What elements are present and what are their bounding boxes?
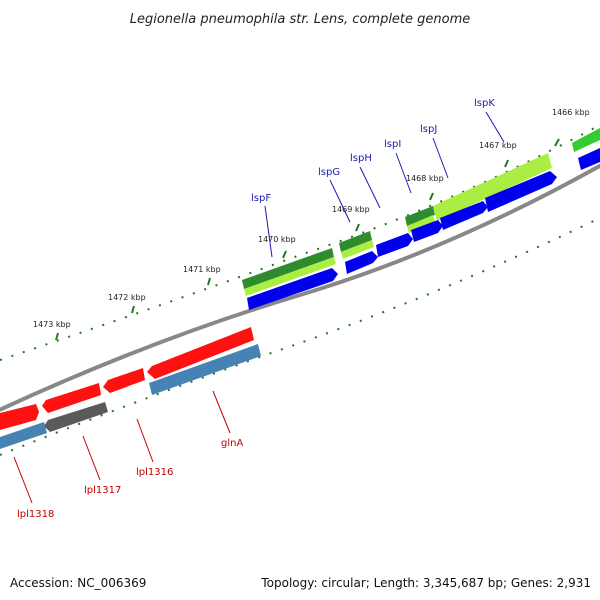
gene-feature-lightgreen — [244, 257, 336, 296]
tick-label: 1467 kbp — [479, 141, 517, 150]
gene-label: glnA — [221, 438, 243, 449]
forward-lightgreen-features — [244, 153, 552, 296]
gene-feature-gray — [44, 402, 108, 432]
gene-arrow-forward — [578, 148, 600, 170]
top-gene-labels: lspK lspJ lspI lspH lspG lspF — [251, 98, 495, 204]
gene-arrow-reverse — [42, 383, 101, 413]
gene-label: lpl1318 — [17, 509, 54, 520]
gene-arrow-forward — [247, 268, 338, 310]
tick-label: 1472 kbp — [108, 293, 146, 302]
gene-arrow-forward — [485, 171, 557, 212]
gene-arrow-forward — [440, 201, 488, 230]
inner-tick-ring — [0, 217, 600, 456]
gene-label: lpl1317 — [84, 485, 121, 496]
gene-label: lspI — [384, 139, 401, 150]
gene-arrow-forward — [376, 233, 413, 257]
map-title: Legionella pneumophila str. Lens, comple… — [130, 12, 471, 27]
gene-label: lspK — [474, 98, 495, 109]
accession-text: Accession: NC_006369 — [10, 576, 147, 590]
gene-label: lspG — [318, 167, 340, 178]
gene-feature-green — [242, 248, 334, 289]
outer-tick-ring — [0, 124, 600, 361]
reverse-cds-arrows — [0, 327, 254, 430]
forward-cds-arrows — [247, 148, 600, 310]
gene-feature-lightgreen — [433, 153, 552, 221]
tick-label: 1471 kbp — [183, 265, 221, 274]
bottom-gene-labels: glnA lpl1316 lpl1317 lpl1318 — [17, 438, 243, 520]
gene-feature-green — [572, 128, 600, 152]
gene-arrow-reverse — [0, 404, 39, 430]
gene-label: lspF — [251, 193, 271, 204]
forward-green-features — [242, 128, 600, 289]
gene-arrow-reverse — [103, 368, 145, 393]
gene-feature-green — [339, 231, 372, 252]
tick-label: 1473 kbp — [33, 320, 71, 329]
tick-labels: 1466 kbp 1467 kbp 1468 kbp 1469 kbp 1470… — [33, 108, 590, 329]
tick-label: 1469 kbp — [332, 205, 370, 214]
bottom-label-leaders — [13, 390, 231, 504]
reverse-steelblue-features — [0, 344, 261, 449]
tick-label: 1470 kbp — [258, 235, 296, 244]
gene-arrow-forward — [345, 251, 378, 274]
gene-feature-lightgreen — [407, 215, 435, 233]
tick-label: 1468 kbp — [406, 174, 444, 183]
gene-arrow-forward — [411, 220, 443, 242]
gene-label: lpl1316 — [136, 467, 173, 478]
gene-arrow-reverse — [147, 327, 254, 379]
tick-label: 1466 kbp — [552, 108, 590, 117]
gene-label: lspH — [350, 153, 372, 164]
gene-feature-steelblue — [149, 344, 261, 395]
major-ticks — [55, 138, 560, 341]
gene-feature-steelblue — [0, 422, 47, 449]
gene-feature-green — [405, 206, 435, 226]
genome-summary-text: Topology: circular; Length: 3,345,687 bp… — [261, 576, 591, 590]
top-label-leaders — [264, 111, 505, 258]
genome-backbone — [0, 163, 600, 412]
gene-label: lspJ — [420, 124, 437, 135]
gene-feature-lightgreen — [341, 240, 374, 259]
